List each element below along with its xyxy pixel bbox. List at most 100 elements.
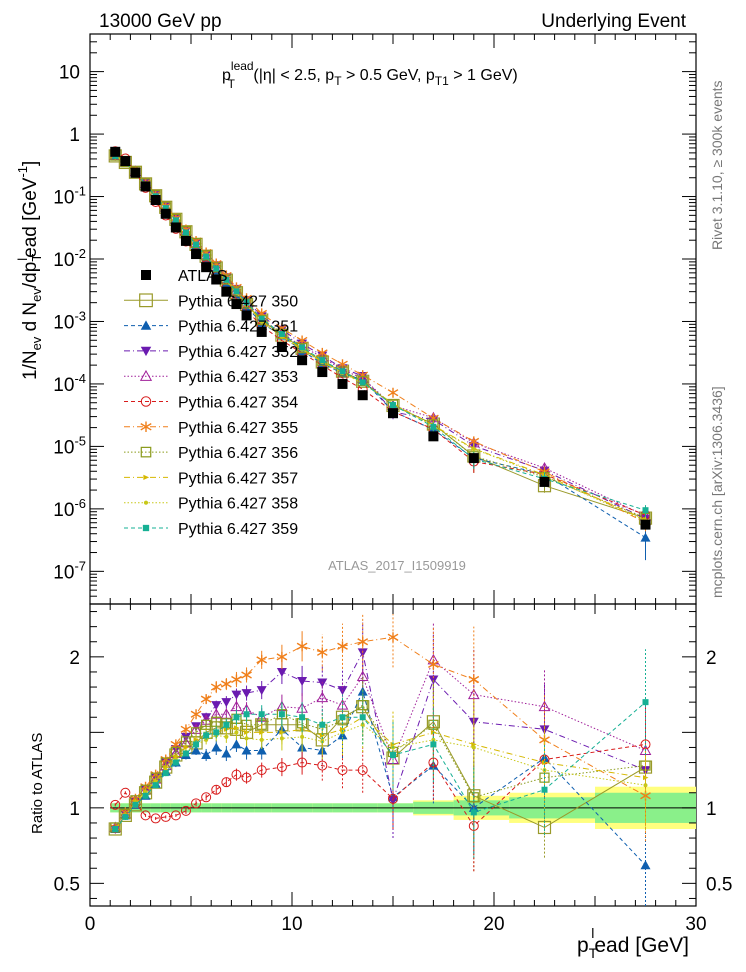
- ratio-point-5-24-shape: [640, 790, 651, 801]
- ratio-point-8-22: [471, 745, 476, 750]
- atlas-point-24: [640, 519, 651, 530]
- legend-label-7: Pythia 6.427 356: [178, 445, 298, 462]
- legend-entry-5: Pythia 6.427 354: [124, 395, 298, 412]
- ratio-point-8-19: [360, 722, 365, 727]
- atlas-point-1-shape: [120, 156, 131, 167]
- ratio-point-2-15: [276, 667, 287, 677]
- rivet-label: Rivet 3.1.10, ≥ 300k events: [709, 80, 725, 250]
- ratio-point-4-18: [337, 765, 348, 776]
- ratio-line-1: [114, 690, 646, 866]
- ratio-point-9-4-shape: [152, 782, 159, 789]
- ratio-point-5-18: [337, 641, 348, 652]
- ratio-point-1-13: [241, 745, 252, 755]
- top-point-9-14-shape: [258, 315, 265, 322]
- y-tick-label-4: 10-3: [53, 308, 86, 333]
- atlas-point-5: [160, 208, 171, 219]
- ratio-point-4-14: [256, 765, 267, 776]
- ratio-point-5-15-shape: [276, 651, 288, 662]
- ratio-point-4-7-shape: [180, 805, 191, 816]
- top-point-9-9: [203, 253, 210, 260]
- ratio-point-3-23-shape: [538, 700, 551, 712]
- atlas-point-9-shape: [201, 262, 212, 273]
- ratio-point-2-13: [241, 689, 252, 699]
- legend-marker-3: [140, 346, 152, 357]
- x-tick-label-10: 10: [281, 914, 302, 935]
- top-point-9-15-shape: [278, 330, 285, 337]
- top-point-6-17-shape: [317, 355, 328, 366]
- ratio-point-2-11: [221, 698, 232, 708]
- atlas-point-22-shape: [468, 453, 479, 464]
- top-point-6-13: [241, 298, 252, 309]
- atlas-point-24-shape: [640, 519, 651, 530]
- y-tick-label-6: 10-1: [53, 184, 86, 209]
- legend-marker-9-shape: [143, 500, 149, 505]
- top-point-9-14: [258, 315, 265, 322]
- ratio-point-9-16: [299, 714, 306, 721]
- top-point-6-10-shape: [211, 262, 222, 273]
- x-tick-label-20: 20: [483, 914, 504, 935]
- top-point-9-6: [172, 217, 179, 224]
- atlas-point-19: [357, 390, 368, 401]
- ratio-point-1-11-shape: [221, 748, 232, 758]
- ratio-point-4-12: [231, 769, 242, 780]
- ratio-point-1-12: [231, 739, 242, 749]
- ratio-point-4-4: [150, 813, 161, 824]
- atlas-point-0: [110, 146, 121, 157]
- ratio-point-9-11-shape: [223, 721, 230, 728]
- atlas-point-14: [256, 326, 267, 337]
- atlas-point-19-shape: [357, 390, 368, 401]
- ratio-point-8-11: [224, 734, 229, 739]
- atlas-point-6: [170, 222, 181, 233]
- legend-marker-1-shape: [139, 293, 153, 308]
- ratio-point-9-12-shape: [233, 714, 240, 721]
- ratio-point-4-10-shape: [211, 784, 222, 795]
- top-point-9-16: [299, 344, 306, 351]
- ratio-point-4-11: [221, 777, 232, 788]
- ratio-point-4-20: [388, 793, 398, 804]
- ratio-axis-title: Ratio to ATLAS: [29, 733, 46, 834]
- atlas-point-9: [201, 262, 212, 273]
- atlas-point-12: [231, 299, 242, 310]
- ratio-point-2-13-shape: [241, 689, 252, 699]
- top-point-6-18-shape: [337, 366, 348, 377]
- atlas-point-4: [150, 195, 161, 206]
- ratio-point-5-24: [640, 790, 651, 801]
- ratio-point-9-13-shape: [243, 711, 250, 718]
- legend-marker-0: [141, 270, 151, 280]
- ratio-point-8-21: [431, 737, 436, 742]
- top-point-9-13-shape: [243, 299, 250, 306]
- ratio-point-5-20-shape: [387, 632, 399, 643]
- top-point-6-13-shape: [241, 298, 252, 309]
- top-point-9-9-shape: [203, 253, 210, 260]
- ratio-point-1-14-shape: [256, 745, 267, 755]
- legend-entry-1: Pythia 6.427 350: [124, 293, 298, 310]
- ratio-point-4-20-shape: [388, 793, 398, 804]
- ratio-point-4-0-shape: [110, 799, 121, 810]
- ratio-point-9-23: [541, 786, 548, 793]
- ratio-point-4-19-shape: [357, 765, 368, 776]
- atlas-point-10-shape: [211, 274, 222, 285]
- mcplots-label: mcplots.cern.ch [arXiv:1306.3436]: [709, 386, 725, 598]
- legend-marker-6: [140, 421, 152, 433]
- top-panel-title: plead T (|η| < 2.5, pT > 0.5 GeV, pT1 > 1…: [222, 59, 518, 91]
- ratio-point-9-15-shape: [278, 711, 285, 718]
- ratio-point-9-1: [122, 813, 129, 820]
- ratio-point-5-22-shape: [468, 674, 480, 685]
- ratio-point-3-17-shape: [316, 691, 329, 703]
- ratio-point-2-12-shape: [231, 690, 242, 700]
- ratio-point-4-15-shape: [276, 762, 287, 773]
- top-point-5-18: [337, 359, 348, 370]
- top-point-6-14: [256, 314, 267, 326]
- top-point-9-24: [642, 507, 649, 514]
- legend-label-2: Pythia 6.427 351: [178, 319, 298, 336]
- top-point-5-20-shape: [387, 387, 399, 398]
- ratio-point-2-14: [256, 686, 267, 696]
- top-point-9-7-shape: [182, 229, 189, 236]
- atlas-point-17-shape: [317, 367, 328, 378]
- ratio-point-8-18: [340, 730, 345, 735]
- legend-marker-7: [140, 446, 152, 458]
- legend-marker-5: [140, 396, 152, 407]
- ratio-point-9-15: [278, 711, 285, 718]
- ratio-point-2-23-shape: [539, 725, 550, 735]
- ratio-point-3-23: [538, 700, 551, 712]
